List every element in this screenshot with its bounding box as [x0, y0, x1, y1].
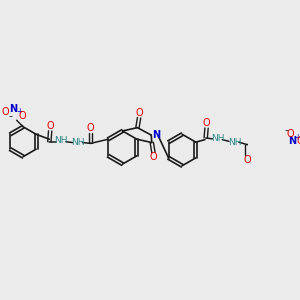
Text: O: O — [297, 136, 300, 146]
Text: NH: NH — [71, 138, 84, 147]
Text: NH: NH — [228, 138, 242, 147]
Text: N: N — [152, 130, 160, 140]
Text: O: O — [135, 108, 143, 118]
Text: +: + — [294, 133, 300, 142]
Text: O: O — [1, 107, 9, 117]
Text: O: O — [150, 152, 157, 163]
Text: -: - — [9, 111, 13, 121]
Text: NH: NH — [212, 134, 225, 143]
Text: -: - — [284, 125, 289, 135]
Text: +: + — [16, 106, 22, 116]
Text: O: O — [19, 111, 26, 121]
Text: O: O — [243, 155, 251, 165]
Text: NH: NH — [54, 136, 68, 146]
Text: O: O — [87, 123, 94, 133]
Text: O: O — [46, 121, 54, 131]
Text: N: N — [288, 136, 296, 146]
Text: N: N — [9, 103, 17, 114]
Text: O: O — [203, 118, 210, 128]
Text: O: O — [287, 129, 295, 139]
